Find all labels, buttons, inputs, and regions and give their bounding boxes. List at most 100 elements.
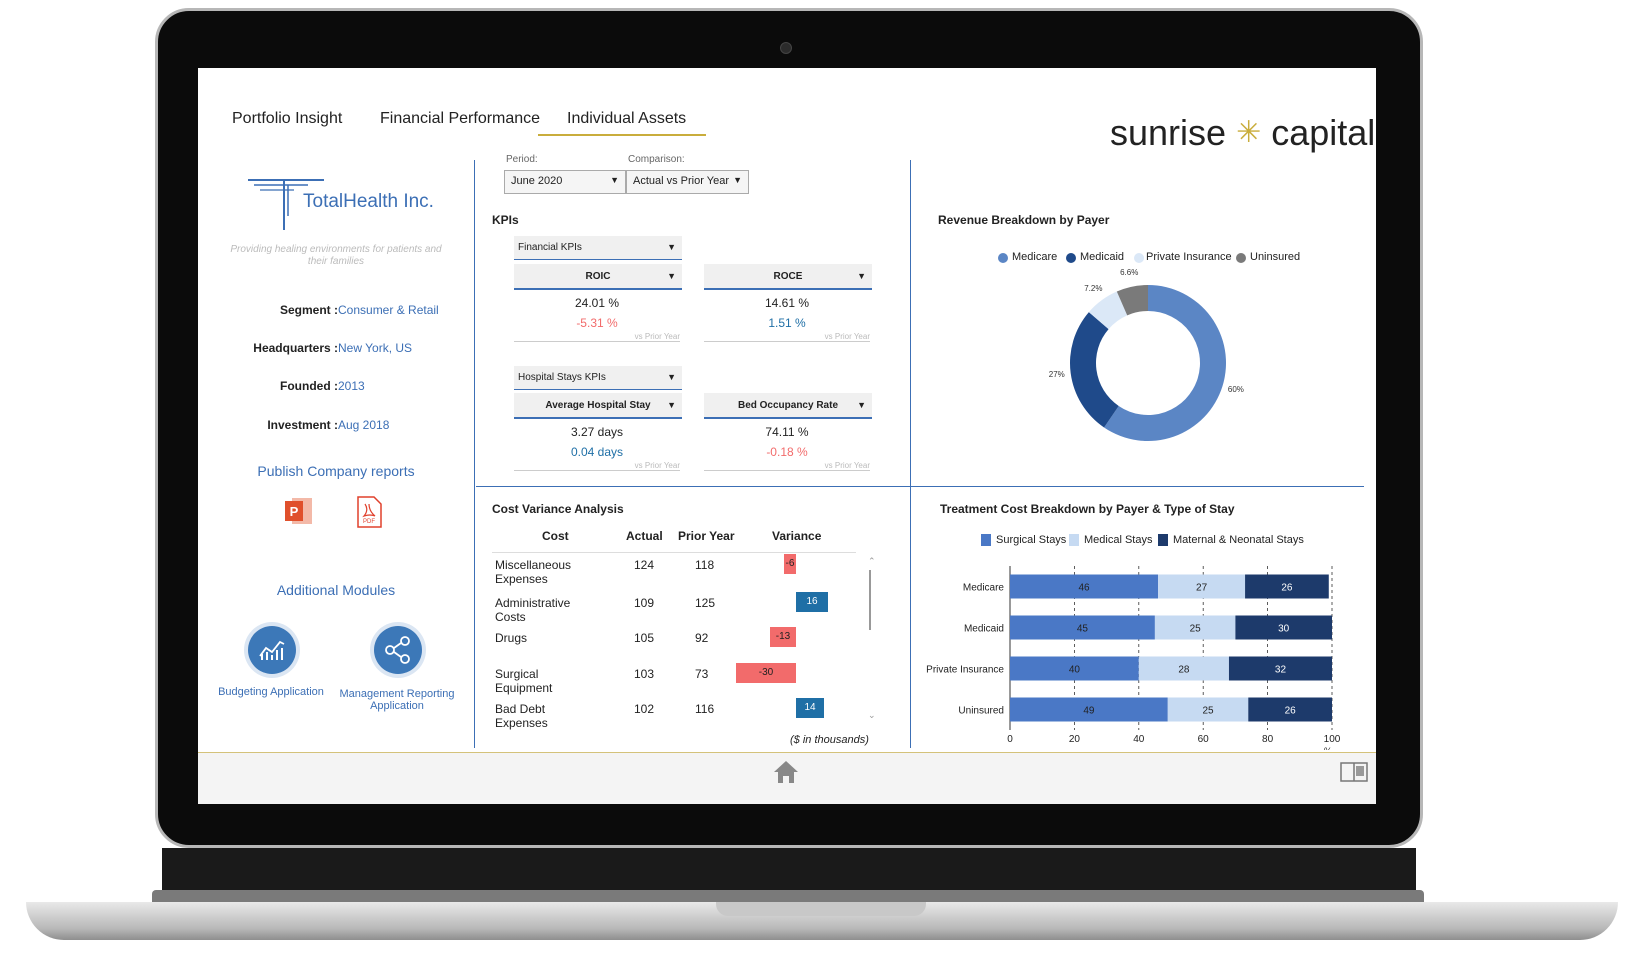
legend-surgical: Surgical Stays: [996, 534, 1067, 546]
cost-name: Administrative Costs: [495, 596, 571, 624]
bar-segment[interactable]: [1248, 697, 1332, 722]
bar-segment[interactable]: [1138, 656, 1229, 681]
bar-segment[interactable]: [1010, 656, 1139, 681]
scroll-down-icon[interactable]: ⌄: [868, 710, 876, 720]
hospital-kpis-select[interactable]: Hospital Stays KPIs ▼: [514, 366, 682, 390]
donut-slice-private-insurance[interactable]: [1088, 291, 1128, 330]
scroll-up-icon[interactable]: ⌃: [868, 556, 876, 566]
cost-name: Bad Debt Expenses: [495, 702, 548, 730]
dashboard-screen: Portfolio Insight Financial Performance …: [198, 68, 1376, 804]
chevron-down-icon: ▼: [667, 372, 676, 382]
bed-occupancy-value: 74.11 %: [765, 425, 809, 439]
bar-segment[interactable]: [1010, 615, 1155, 640]
variance-bar: -30: [736, 663, 796, 683]
legend-medical: Medical Stays: [1084, 534, 1153, 546]
comparison-select[interactable]: Actual vs Prior Year ▼: [626, 170, 749, 194]
company-tagline: Providing healing environments for patie…: [230, 244, 442, 267]
cost-prior-year: 116: [695, 702, 715, 716]
x-tick-label: 80: [1262, 734, 1274, 745]
bar-segment[interactable]: [1010, 697, 1168, 722]
kpis-title: KPIs: [492, 213, 519, 227]
cost-actual: 103: [634, 667, 655, 681]
tab-financial-performance[interactable]: Financial Performance: [380, 110, 541, 127]
legend-medical-swatch: [1069, 534, 1079, 546]
revenue-legend: Medicare Medicaid Private Insurance Unin…: [988, 248, 1328, 268]
bar-segment[interactable]: [1235, 615, 1332, 640]
founded-value: 2013: [338, 379, 365, 393]
bar-data-label: 25: [1190, 624, 1202, 635]
table-header-line: [492, 552, 856, 553]
powerpoint-icon[interactable]: P: [284, 496, 314, 526]
scrollbar-thumb[interactable]: [869, 570, 871, 630]
bed-occupancy-label: Bed Occupancy Rate: [737, 400, 839, 411]
legend-surgical-swatch: [981, 534, 991, 546]
donut-slice-medicaid[interactable]: [1070, 312, 1119, 428]
segment-label: Segment :: [279, 303, 338, 317]
roic-variance: -5.31 %: [576, 316, 618, 330]
variance-bar: 16: [796, 592, 828, 612]
management-reporting-label[interactable]: Management Reporting Application: [339, 688, 455, 712]
management-reporting-icon[interactable]: [374, 626, 422, 674]
bar-segment[interactable]: [1010, 574, 1159, 599]
tab-individual-assets[interactable]: Individual Assets: [567, 110, 687, 127]
legend-maternal: Maternal & Neonatal Stays: [1173, 534, 1304, 546]
y-category-label: Medicaid: [964, 624, 1004, 635]
cost-name: Miscellaneous Expenses: [495, 558, 572, 586]
unit-note: ($ in thousands): [790, 734, 869, 746]
bar-segment[interactable]: [1167, 697, 1249, 722]
x-tick-label: 20: [1069, 734, 1081, 745]
roce-note: vs Prior Year: [704, 332, 870, 342]
book-icon[interactable]: [1340, 761, 1368, 783]
x-tick-label: 40: [1133, 734, 1145, 745]
x-unit-label: %: [1324, 746, 1332, 750]
cost-prior-year: 118: [695, 558, 715, 572]
bar-data-label: 45: [1077, 624, 1089, 635]
investment-label: Investment :: [267, 418, 338, 432]
sun-icon: ✳: [1236, 116, 1262, 149]
budgeting-app-icon[interactable]: [248, 626, 296, 674]
bed-occupancy-variance: -0.18 %: [766, 445, 808, 459]
col-header-prior-year: Prior Year: [678, 529, 735, 543]
revenue-chart-title: Revenue Breakdown by Payer: [938, 213, 1110, 227]
table-scrollbar[interactable]: ⌃ ⌄: [866, 556, 876, 726]
bar-segment[interactable]: [1154, 615, 1236, 640]
y-category-label: Private Insurance: [926, 665, 1004, 676]
donut-slice-uninsured[interactable]: [1116, 285, 1148, 316]
x-tick-label: 100: [1324, 734, 1341, 745]
hospital-kpis-label: Hospital Stays KPIs: [518, 372, 606, 383]
comparison-label: Comparison:: [628, 154, 685, 165]
donut-label: 6.6%: [1120, 267, 1139, 277]
bar-segment[interactable]: [1245, 574, 1329, 599]
avg-hospital-stay-value: 3.27 days: [570, 425, 624, 439]
bar-segment[interactable]: [1158, 574, 1246, 599]
footer-bar: [198, 752, 1376, 804]
bar-segment[interactable]: [1228, 656, 1332, 681]
additional-modules-title: Additional Modules: [276, 582, 396, 598]
roce-select[interactable]: ROCE ▼: [704, 264, 872, 290]
cost-actual: 124: [634, 558, 655, 572]
legend-uninsured: Uninsured: [1250, 251, 1301, 263]
donut-slice-medicare[interactable]: [1104, 285, 1226, 441]
donut-label: 27%: [1048, 370, 1065, 379]
home-icon[interactable]: [772, 759, 800, 785]
roic-label: ROIC: [585, 271, 611, 282]
cost-prior-year: 125: [695, 596, 716, 610]
avg-hospital-stay-label: Average Hospital Stay: [545, 400, 651, 411]
headquarters-label: Headquarters :: [253, 341, 338, 355]
budgeting-app-label[interactable]: Budgeting Application: [218, 686, 324, 698]
cost-prior-year: 73: [695, 667, 709, 681]
pdf-icon[interactable]: PDF: [356, 496, 382, 528]
cost-name: Surgical Equipment: [495, 667, 553, 695]
financial-kpis-select[interactable]: Financial KPIs ▼: [514, 236, 682, 260]
bed-occupancy-select[interactable]: Bed Occupancy Rate ▼: [704, 393, 872, 419]
roic-select[interactable]: ROIC ▼: [514, 264, 682, 290]
investment-value: Aug 2018: [338, 418, 390, 432]
period-select[interactable]: June 2020 ▼: [504, 170, 626, 194]
cost-prior-year: 92: [695, 631, 709, 645]
tab-portfolio-insight[interactable]: Portfolio Insight: [232, 110, 343, 127]
segment-value: Consumer & Retail: [338, 303, 439, 317]
company-logo-icon: [248, 176, 324, 230]
bar-data-label: 25: [1202, 706, 1214, 717]
avg-hospital-stay-select[interactable]: Average Hospital Stay ▼: [514, 393, 682, 419]
chevron-down-icon: ▼: [857, 271, 866, 281]
